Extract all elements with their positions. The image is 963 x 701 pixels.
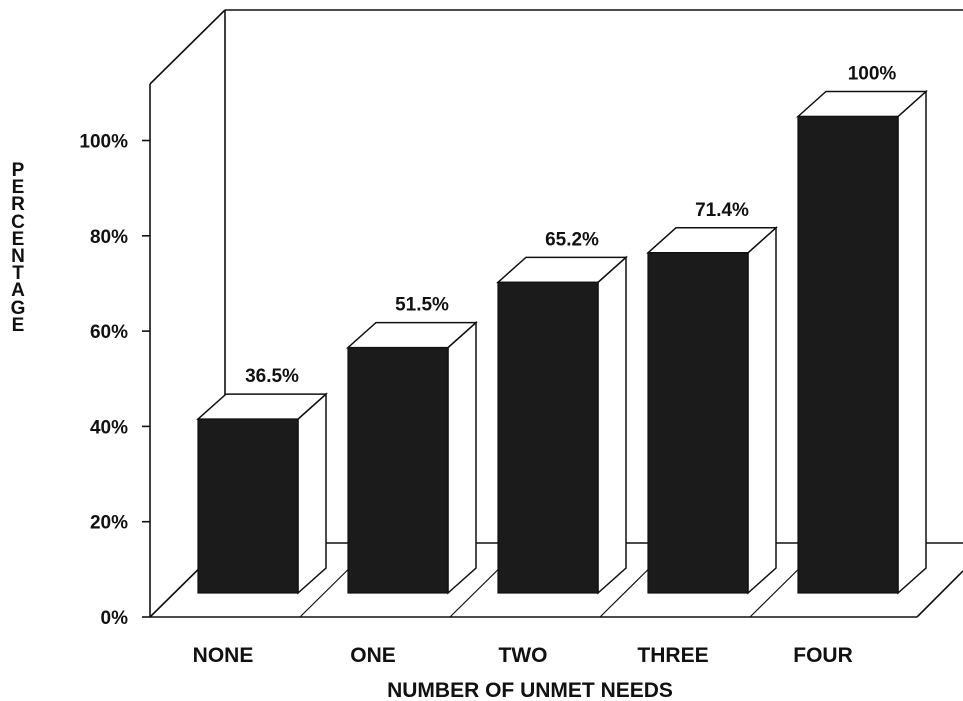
y-axis-ticks: 0% 20% 40% 60% 80% 100%	[79, 132, 150, 629]
x-category-label: NONE	[193, 644, 254, 667]
y-axis-label: PERCENTAGE	[10, 160, 26, 336]
floor-right-edge	[916, 570, 963, 618]
x-axis-categories: NONE ONE TWO THREE FOUR	[193, 644, 853, 667]
x-category-label: TWO	[499, 644, 548, 667]
left-wall-top-edge	[149, 9, 226, 85]
bar-front-face	[347, 347, 449, 594]
y-tick-label: 100%	[79, 132, 128, 153]
bar-none: 36.5%	[196, 366, 328, 595]
y-tick-label: 40%	[90, 417, 128, 438]
bar-front-face	[497, 281, 599, 594]
bar-side-face	[447, 320, 477, 595]
x-category-label: FOUR	[793, 644, 853, 667]
bar-value-label: 71.4%	[695, 200, 749, 221]
bar-one: 51.5%	[346, 295, 478, 595]
bar-value-label: 51.5%	[395, 295, 449, 316]
bar-three: 71.4%	[646, 200, 778, 595]
x-axis-label: NUMBER OF UNMET NEEDS	[387, 679, 673, 701]
bar-side-face	[297, 392, 327, 595]
bar-value-label: 65.2%	[545, 229, 599, 250]
y-tick-label: 0%	[101, 608, 129, 629]
bar-two: 65.2%	[496, 229, 628, 595]
bar-value-label: 36.5%	[245, 366, 299, 387]
x-category-label: THREE	[637, 644, 708, 667]
bars: 36.5% 51.5% 65.2% 71.4% 100%	[196, 64, 928, 595]
bar-front-face	[797, 115, 899, 594]
bar-side-face	[597, 255, 627, 595]
bar-four: 100%	[796, 64, 928, 595]
y-tick-label: 20%	[90, 513, 128, 534]
bar-value-label: 100%	[848, 64, 897, 85]
y-tick-label: 80%	[90, 227, 128, 248]
bar-side-face	[897, 89, 927, 595]
bar-front-face	[197, 418, 299, 594]
bar-side-face	[747, 226, 777, 595]
x-category-label: ONE	[350, 644, 396, 667]
y-tick-label: 60%	[90, 322, 128, 343]
bar-front-face	[647, 252, 749, 594]
